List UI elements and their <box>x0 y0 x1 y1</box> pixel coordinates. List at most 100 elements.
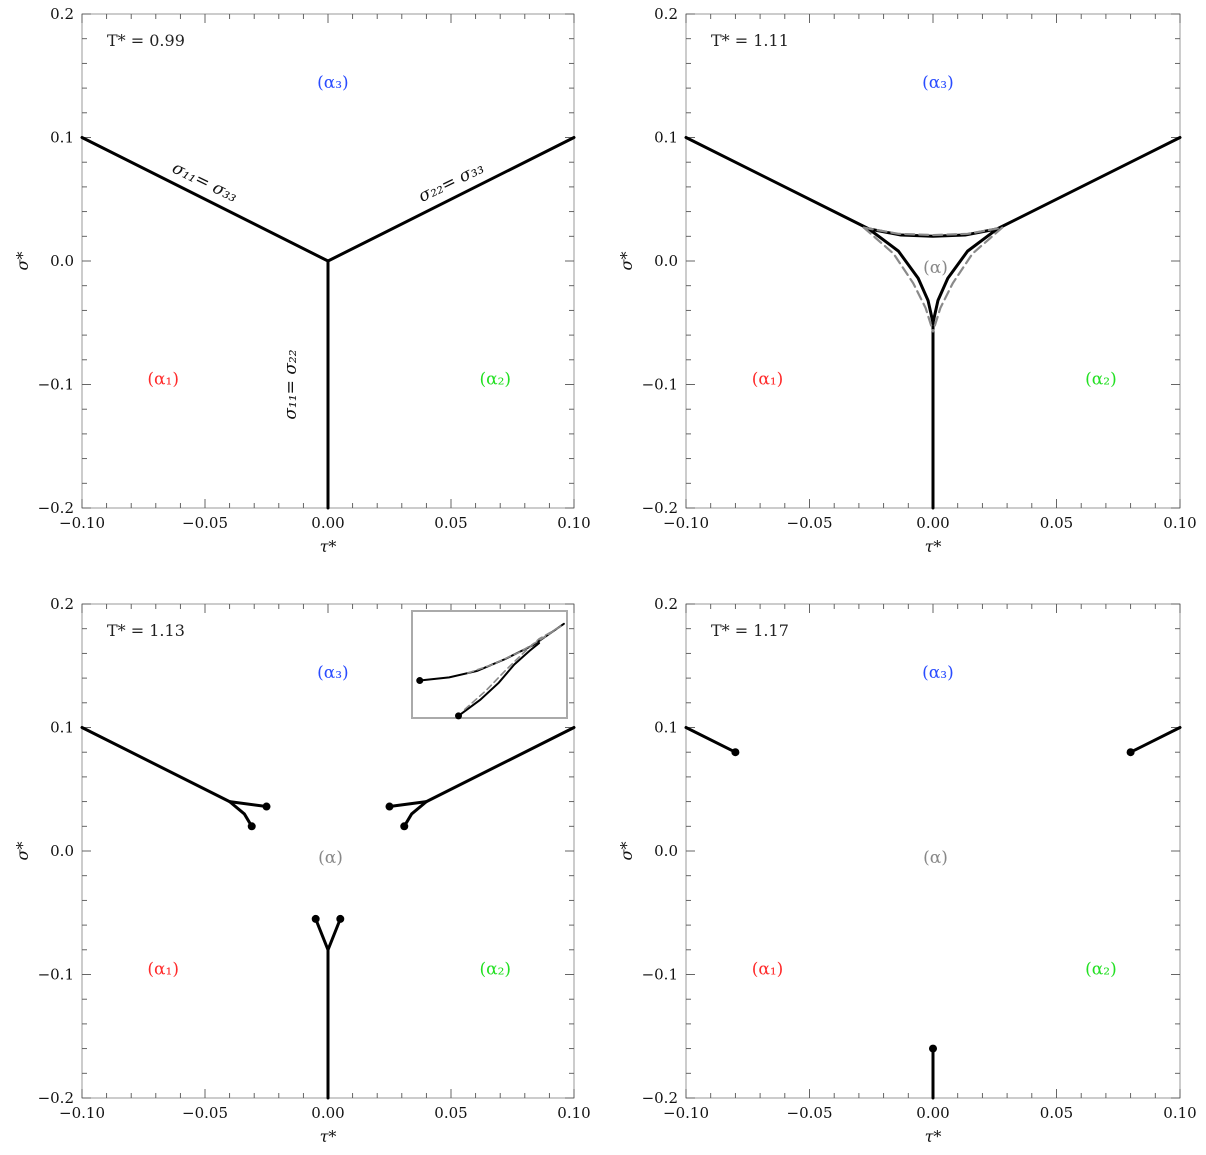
y-tick-label: −0.1 <box>642 376 678 394</box>
panel-top-right: −0.10 −0.05 0.00 0.05 0.10 −0.2 −0.1 0.0 0.1 0.2 τ… <box>617 5 1197 556</box>
inset-metastable-curve <box>466 625 562 674</box>
inset-coexistence-curve <box>457 642 541 717</box>
phase-label: (α₂) <box>479 369 511 389</box>
y-tick-label: 0.0 <box>654 252 678 270</box>
metastable-boundary-curve <box>862 226 1004 237</box>
y-tick-label: 0.2 <box>654 5 678 23</box>
coexistence-curve <box>424 726 576 804</box>
coexistence-curve <box>931 227 999 325</box>
inset-critical-point <box>455 712 462 720</box>
y-tick-label: 0.2 <box>654 595 678 613</box>
x-tick-label: −0.10 <box>59 1104 105 1122</box>
phase-label: (α₁) <box>147 959 179 979</box>
inset-critical-point <box>416 677 424 685</box>
x-tick-label: −0.10 <box>663 514 709 532</box>
x-tick-label: −0.05 <box>182 1104 228 1122</box>
coexistence-curve <box>80 726 232 804</box>
phase-label: (α₁) <box>752 959 784 979</box>
y-tick-label: 0.0 <box>50 842 74 860</box>
x-axis-label: τ* <box>320 1127 337 1146</box>
x-tick-label: −0.05 <box>182 514 228 532</box>
temperature-annotation: T* = 1.11 <box>711 31 789 50</box>
y-tick-label: 0.1 <box>50 129 74 147</box>
y-tick-label: 0.0 <box>50 252 74 270</box>
y-tick-label: −0.2 <box>642 499 678 517</box>
inset-frame <box>411 610 568 719</box>
x-tick-label: 0.00 <box>916 514 949 532</box>
y-tick-label: 0.1 <box>654 129 678 147</box>
critical-point <box>247 822 256 831</box>
y-tick-label: −0.2 <box>38 1089 74 1107</box>
x-tick-label: 0.00 <box>311 1104 344 1122</box>
phase-label: (α₃) <box>317 73 349 93</box>
x-tick-label: 0.05 <box>1040 514 1073 532</box>
critical-point <box>262 802 271 811</box>
y-tick-label: 0.1 <box>654 719 678 737</box>
phase-label: (α₂) <box>479 959 511 979</box>
critical-point <box>311 914 320 923</box>
y-tick-label: 0.0 <box>654 842 678 860</box>
phase-label: (α₃) <box>922 663 954 683</box>
critical-point <box>1126 748 1135 757</box>
coexistence-curve <box>326 917 342 952</box>
phase-label: (α) <box>318 848 343 868</box>
x-tick-label: 0.10 <box>1163 1104 1196 1122</box>
x-axis-label: τ* <box>925 1127 942 1146</box>
coexistence-line-label: σ₁₁= σ₂₂ <box>281 349 301 419</box>
coexistence-curve <box>388 800 428 809</box>
coexistence-curve <box>995 136 1182 231</box>
coexistence-curve <box>326 136 576 263</box>
phase-label: (α₁) <box>752 369 784 389</box>
x-tick-label: −0.05 <box>787 514 833 532</box>
phase-label: (α₁) <box>147 369 179 389</box>
x-tick-label: 0.00 <box>916 1104 949 1122</box>
x-axis-label: τ* <box>925 537 942 556</box>
coexistence-curve <box>684 136 871 231</box>
coexistence-curve <box>228 800 254 828</box>
zoom-inset <box>411 610 568 720</box>
phase-label: (α) <box>923 258 948 278</box>
inset-metastable-curve <box>463 627 559 711</box>
temperature-annotation: T* = 0.99 <box>107 31 185 50</box>
coexistence-curve <box>867 227 935 325</box>
phase-label: (α₃) <box>922 73 954 93</box>
y-tick-label: 0.1 <box>50 719 74 737</box>
x-tick-label: −0.05 <box>787 1104 833 1122</box>
y-axis-label: σ* <box>617 252 636 271</box>
coexistence-curve <box>314 917 330 952</box>
x-tick-label: −0.10 <box>663 1104 709 1122</box>
x-tick-label: 0.10 <box>1163 514 1196 532</box>
x-axis-label: τ* <box>320 537 337 556</box>
x-tick-label: −0.10 <box>59 514 105 532</box>
y-tick-label: 0.2 <box>50 5 74 23</box>
coexistence-curve <box>80 136 330 263</box>
critical-point <box>929 1044 937 1053</box>
y-axis-label: σ* <box>617 842 636 861</box>
x-tick-label: 0.10 <box>557 514 590 532</box>
critical-point <box>385 802 394 811</box>
coexistence-curve <box>684 726 737 754</box>
x-tick-label: 0.05 <box>434 514 467 532</box>
phase-label: (α₂) <box>1085 369 1117 389</box>
critical-point <box>731 748 740 757</box>
y-tick-label: −0.1 <box>38 966 74 984</box>
y-axis-label: σ* <box>13 842 32 861</box>
critical-point <box>336 914 345 923</box>
temperature-annotation: T* = 1.13 <box>107 621 185 640</box>
y-tick-label: −0.1 <box>38 376 74 394</box>
panel-bottom-right: −0.10 −0.05 0.00 0.05 0.10 −0.2 −0.1 0.0 0.1 0.2 τ… <box>617 595 1197 1146</box>
panel-bottom-left: −0.10 −0.05 0.00 0.05 0.10 −0.2 −0.1 0.0 0.1 0.2 τ… <box>13 595 591 1146</box>
y-axis-label: σ* <box>13 252 32 271</box>
y-tick-label: −0.2 <box>642 1089 678 1107</box>
phase-label: (α₃) <box>317 663 349 683</box>
coexistence-curve <box>228 800 268 809</box>
x-tick-label: 0.10 <box>557 1104 590 1122</box>
metastable-boundary-curve <box>862 226 935 333</box>
metastable-boundary-curve <box>931 226 1004 333</box>
x-tick-label: 0.05 <box>1040 1104 1073 1122</box>
x-tick-label: 0.00 <box>311 514 344 532</box>
x-tick-label: 0.05 <box>434 1104 467 1122</box>
y-tick-label: −0.1 <box>642 966 678 984</box>
phase-label: (α) <box>923 848 948 868</box>
y-tick-label: 0.2 <box>50 595 74 613</box>
